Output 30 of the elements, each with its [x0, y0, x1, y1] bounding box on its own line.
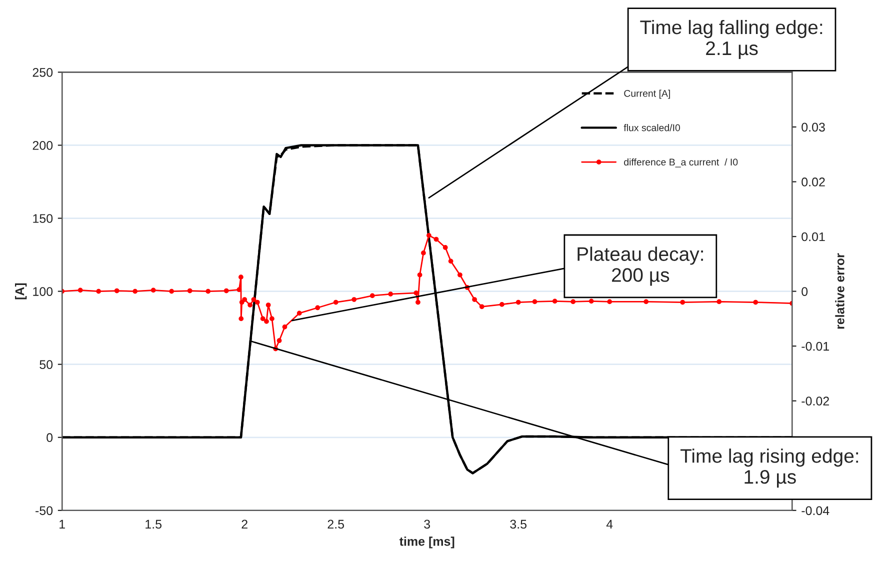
y-tick-label: 100 [33, 287, 53, 296]
y2-tick-label: 0.01 [802, 232, 825, 242]
y2-tick-label: 0.03 [802, 122, 825, 132]
y-tick-label: -50 [36, 506, 53, 516]
y2-tick-label: -0.01 [802, 342, 829, 351]
legend-label: flux scaled/I0 [624, 124, 680, 132]
x-tick-label: 3.5 [510, 520, 527, 529]
y2-tick-label: -0.04 [802, 506, 830, 516]
x-tick-label: 4 [606, 520, 613, 529]
y-tick-label: 0 [46, 433, 53, 442]
y-tick-label: 250 [32, 68, 53, 77]
annotation: Time lag falling edge: 2.1 µs [640, 20, 822, 60]
legend-label: difference B_a current / I0 [624, 158, 738, 168]
y-axis-title: [A] [15, 283, 27, 300]
y-tick-label: 150 [33, 214, 53, 223]
y-tick-label: 50 [40, 360, 53, 369]
y2-tick-label: -0.02 [802, 396, 829, 406]
annotation: Time lag rising edge: 1.9 µs [680, 448, 858, 488]
x-tick-label: 1 [60, 520, 65, 529]
annotation: Plateau decay: 200 µs [578, 246, 703, 286]
y-tick-label: 200 [32, 141, 53, 150]
x-tick-label: 2.5 [328, 520, 344, 529]
x-axis-title: time [ms] [399, 536, 454, 548]
y2-axis-title: relative error [835, 253, 844, 329]
legend-label: Current [A] [624, 90, 670, 99]
x-tick-label: 2 [242, 520, 248, 529]
y2-tick-label: 0.02 [802, 178, 825, 186]
y2-tick-label: 0 [802, 287, 808, 296]
x-tick-label: 3 [424, 520, 430, 529]
x-tick-label: 1.5 [146, 520, 162, 529]
